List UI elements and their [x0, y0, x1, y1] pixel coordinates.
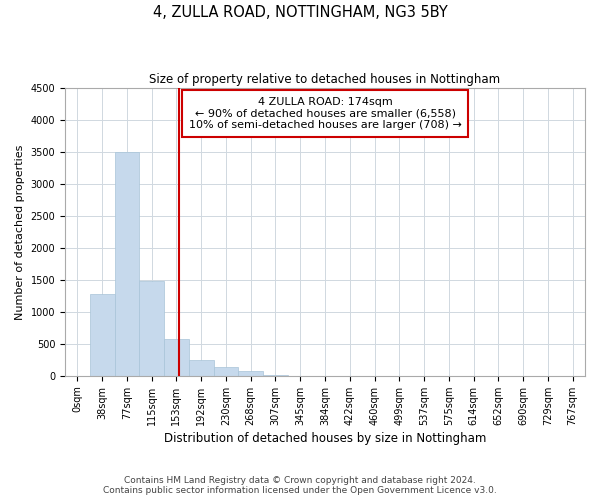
Text: 4 ZULLA ROAD: 174sqm
← 90% of detached houses are smaller (6,558)
10% of semi-de: 4 ZULLA ROAD: 174sqm ← 90% of detached h…	[188, 96, 461, 130]
Bar	[263, 374, 288, 376]
Bar	[189, 360, 214, 376]
Bar	[90, 294, 115, 376]
X-axis label: Distribution of detached houses by size in Nottingham: Distribution of detached houses by size …	[164, 432, 486, 445]
Text: Contains HM Land Registry data © Crown copyright and database right 2024.
Contai: Contains HM Land Registry data © Crown c…	[103, 476, 497, 495]
Bar	[164, 338, 189, 376]
Bar	[115, 152, 139, 376]
Y-axis label: Number of detached properties: Number of detached properties	[15, 144, 25, 320]
Bar	[238, 371, 263, 376]
Bar	[214, 367, 238, 376]
Text: 4, ZULLA ROAD, NOTTINGHAM, NG3 5BY: 4, ZULLA ROAD, NOTTINGHAM, NG3 5BY	[152, 5, 448, 20]
Title: Size of property relative to detached houses in Nottingham: Size of property relative to detached ho…	[149, 72, 500, 86]
Bar	[139, 281, 164, 376]
